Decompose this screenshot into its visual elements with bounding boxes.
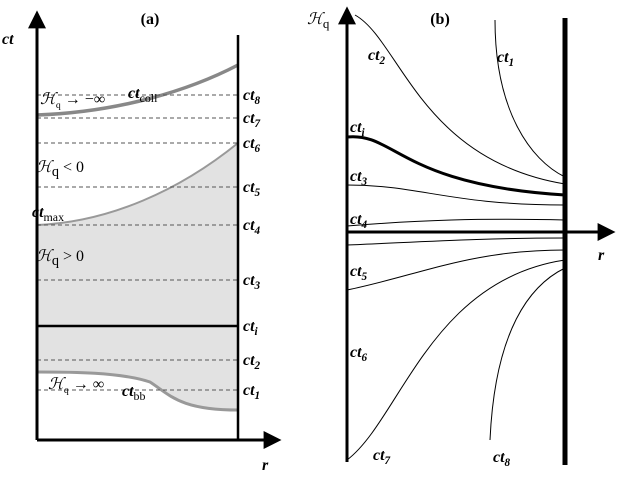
label-sub: 1 (509, 57, 515, 69)
time-label: ct7 (243, 110, 261, 130)
time-label: ct6 (243, 135, 261, 155)
label-text: > 0 (59, 248, 84, 265)
label-sub: 7 (385, 455, 391, 467)
label-sub: 8 (255, 95, 261, 107)
label-sub: 5 (362, 271, 368, 283)
time-label: ct6 (350, 344, 368, 364)
shaded-region (37, 143, 238, 410)
label-sub: 4 (254, 225, 261, 237)
label-sub: coll (140, 91, 159, 105)
label-sub: 1 (255, 390, 261, 402)
label-base: ct (243, 135, 255, 152)
label-sub: 3 (361, 176, 368, 188)
label-symbol: ℋ (307, 11, 325, 28)
label-text: → −∞ (61, 91, 105, 108)
panel-b: (b) r (338, 6, 616, 465)
label-symbol: ℋ (36, 159, 54, 176)
time-label: ct1 (243, 382, 260, 402)
time-label: ct8 (493, 449, 511, 469)
dashed-lines (37, 94, 238, 391)
label-sub: i (255, 326, 259, 338)
ct-coll-curve (36, 63, 239, 117)
label-base: ct (243, 217, 255, 234)
label-sub: q (323, 16, 330, 31)
label-base: ct (243, 318, 255, 335)
ct-max-curve (36, 142, 239, 226)
time-label: ct5 (243, 179, 261, 199)
time-label: ct1 (497, 49, 514, 69)
axis-label: ct (2, 31, 14, 48)
label-sub: q (52, 253, 59, 269)
label-base: ct (368, 47, 380, 64)
time-label: cti (350, 119, 366, 139)
time-label: ctbb (122, 383, 145, 403)
curves (346, 14, 566, 461)
hubble-label: ℋq < 0 (36, 159, 84, 180)
label-sub: q (56, 100, 61, 111)
time-label: cti (243, 318, 259, 338)
label-sub: i (362, 127, 366, 139)
label-sub: 7 (255, 118, 261, 130)
label-base: ct (350, 344, 362, 361)
label-sub: 8 (505, 457, 511, 469)
label-base: ct (373, 447, 385, 464)
label-sub: 6 (255, 143, 261, 155)
time-label: ctmax (32, 204, 64, 224)
time-label: ct8 (243, 87, 261, 107)
label-base: ct (243, 179, 255, 196)
label-sub: bb (134, 389, 146, 403)
label-base: ct (32, 204, 44, 221)
label-sub: 5 (255, 187, 261, 199)
label-base: ct (497, 49, 509, 66)
label-sub: max (44, 210, 65, 224)
label-base: ct (243, 87, 255, 104)
label-sub: q (52, 164, 59, 180)
panel-title: (a) (141, 11, 160, 28)
label-sub: q (64, 385, 69, 396)
label-base: ct (243, 110, 255, 127)
time-label: ct2 (368, 47, 386, 67)
label-base: ct (493, 449, 505, 466)
time-label: ct4 (350, 211, 368, 231)
time-label: ct3 (350, 168, 368, 188)
label-base: ct (350, 168, 362, 185)
label-base: ct (128, 85, 140, 102)
label-base: ct (243, 272, 255, 289)
time-label: ct5 (350, 263, 368, 283)
label-base: ct (243, 352, 255, 369)
time-label: ct3 (243, 272, 261, 292)
label-symbol: ℋ (36, 248, 54, 265)
time-label: ctcoll (128, 85, 158, 105)
label-base: ct (350, 119, 362, 136)
axis-label: r (262, 457, 269, 474)
label-base: ct (350, 263, 362, 280)
panel-a: (a) ct r (2, 10, 282, 474)
label-text: → ∞ (69, 376, 104, 393)
label-text: < 0 (59, 159, 84, 176)
label-symbol: ℋ (40, 91, 58, 108)
label-sub: 4 (361, 219, 368, 231)
axis-label: r (598, 247, 605, 264)
hubble-label: ℋq (307, 11, 330, 31)
time-label: ct7 (373, 447, 391, 467)
hubble-label: ℋq → −∞ (40, 91, 105, 111)
label-sub: 3 (254, 280, 261, 292)
label-base: ct (350, 211, 362, 228)
label-sub: 2 (254, 360, 261, 372)
hubble-label: ℋq > 0 (36, 248, 84, 269)
label-base: ct (122, 383, 134, 400)
label-sub: 2 (379, 55, 386, 67)
label-sub: 6 (362, 352, 368, 364)
panel-title: (b) (430, 11, 450, 28)
hubble-label: ℋq → ∞ (48, 376, 104, 396)
time-label: ct4 (243, 217, 261, 237)
label-symbol: ℋ (48, 376, 66, 393)
time-label: ct2 (243, 352, 261, 372)
ct-bb-curve (36, 370, 239, 412)
label-base: ct (243, 382, 255, 399)
